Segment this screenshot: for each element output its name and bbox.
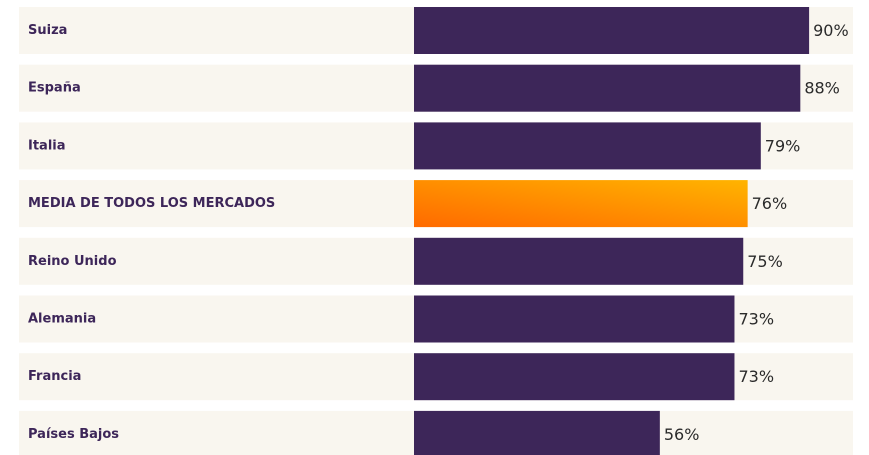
category-label: España [28,81,81,96]
category-label: Alemania [28,312,96,327]
category-label: Italia [28,138,66,153]
bar [414,410,660,455]
bar [414,353,735,401]
value-label: 76% [752,194,788,213]
bar [414,237,744,285]
bar [414,64,801,112]
value-label: 73% [738,310,774,329]
category-label: Países Bajos [28,427,119,442]
bar [414,180,748,228]
value-label: 56% [664,425,700,444]
value-label: 73% [738,367,774,386]
category-label: Reino Unido [28,254,117,269]
bar [414,7,810,54]
category-label: MEDIA DE TODOS LOS MERCADOS [28,196,275,211]
bar [414,122,761,170]
category-label: Suiza [28,23,67,38]
value-label: 90% [813,21,849,40]
value-label: 79% [765,136,801,155]
value-label: 88% [804,79,840,98]
value-label: 75% [747,252,783,271]
bar [414,295,735,343]
category-label: Francia [28,369,81,384]
